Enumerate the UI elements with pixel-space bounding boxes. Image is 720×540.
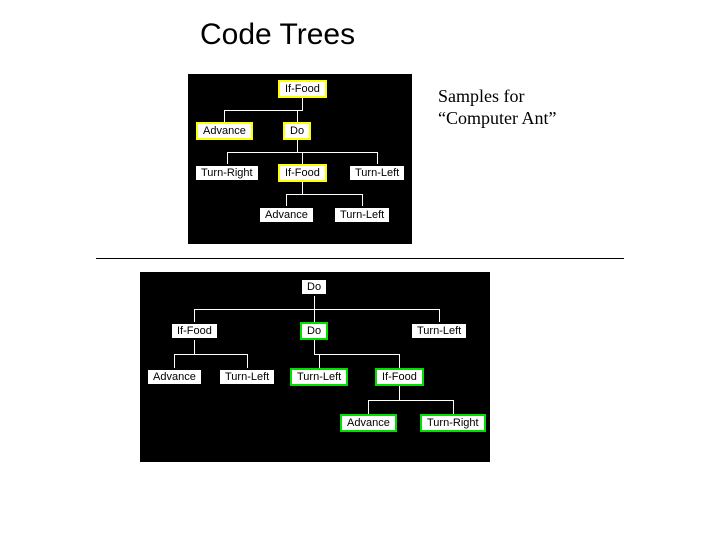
tree-edge xyxy=(399,354,400,368)
tree-edge xyxy=(287,194,363,195)
tree-node: If-Food xyxy=(375,368,424,386)
tree-edge xyxy=(314,354,400,355)
tree-node: If-Food xyxy=(170,322,219,340)
tree-edge xyxy=(286,194,287,206)
divider xyxy=(96,258,624,259)
tree-edge xyxy=(225,110,303,111)
tree-edge xyxy=(194,309,195,322)
page-title: Code Trees xyxy=(200,18,355,52)
caption: Samples for “Computer Ant” xyxy=(438,86,556,129)
tree-edge xyxy=(377,152,378,164)
tree-edge xyxy=(302,152,303,164)
tree-node: Turn-Right xyxy=(420,414,486,432)
tree-node: Advance xyxy=(258,206,315,224)
tree-node: Advance xyxy=(340,414,397,432)
tree-edge xyxy=(453,400,454,414)
tree-node: Turn-Left xyxy=(333,206,391,224)
tree-node: If-Food xyxy=(278,80,327,98)
tree-edge xyxy=(247,354,248,368)
tree-edge xyxy=(195,309,440,310)
tree-node: If-Food xyxy=(278,164,327,182)
tree-node: Advance xyxy=(196,122,253,140)
tree-edge xyxy=(227,152,228,164)
tree-edge xyxy=(174,354,175,368)
tree-node: Do xyxy=(283,122,311,140)
tree-panel-2: Do If-Food Do Turn-Left Advance Turn-Left Turn… xyxy=(140,272,490,462)
tree-edge xyxy=(302,98,303,110)
tree-edge xyxy=(362,194,363,206)
tree-edge xyxy=(302,182,303,194)
tree-edge xyxy=(319,354,320,368)
tree-edge xyxy=(175,354,248,355)
tree-edge xyxy=(194,340,195,354)
tree-edge xyxy=(314,296,315,309)
tree-edge xyxy=(297,140,298,152)
tree-node: Do xyxy=(300,322,328,340)
tree-node: Turn-Right xyxy=(194,164,260,182)
tree-node: Turn-Left xyxy=(348,164,406,182)
tree-node: Turn-Left xyxy=(410,322,468,340)
tree-edge xyxy=(439,309,440,322)
caption-line2: “Computer Ant” xyxy=(438,108,556,128)
tree-panel-1: If-Food Advance Do Turn-Right If-Food Turn-Le… xyxy=(188,74,412,244)
tree-edge xyxy=(368,400,369,414)
tree-node: Do xyxy=(300,278,328,296)
tree-edge xyxy=(399,386,400,400)
tree-edge xyxy=(314,340,315,354)
tree-edge xyxy=(369,400,454,401)
tree-node: Turn-Left xyxy=(290,368,348,386)
tree-node: Advance xyxy=(146,368,203,386)
tree-node: Turn-Left xyxy=(218,368,276,386)
tree-edge xyxy=(314,309,315,322)
tree-edge xyxy=(224,110,225,122)
caption-line1: Samples for xyxy=(438,86,524,106)
tree-edge xyxy=(297,110,298,122)
